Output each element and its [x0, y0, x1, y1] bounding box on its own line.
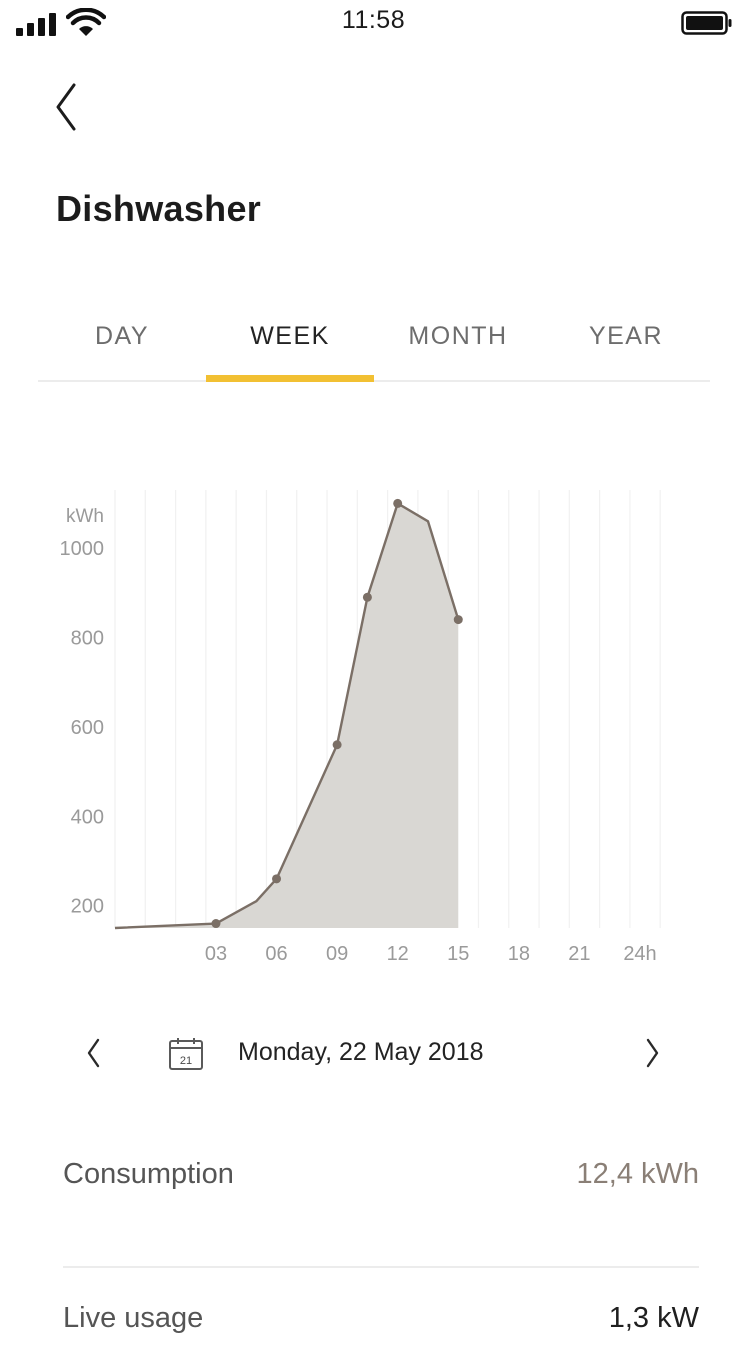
- x-tick-label: 09: [326, 943, 348, 965]
- tab-year[interactable]: YEAR: [588, 322, 664, 350]
- chart-point: [453, 615, 463, 625]
- signal-strength-icon: [16, 12, 60, 36]
- x-tick-label: 12: [387, 943, 409, 965]
- tab-month[interactable]: MONTH: [408, 322, 508, 350]
- selected-date-label[interactable]: Monday, 22 May 2018: [238, 1038, 484, 1066]
- chart-point: [362, 592, 372, 602]
- back-button[interactable]: [46, 78, 86, 136]
- status-time: 11:58: [341, 6, 406, 34]
- chart-markers: [211, 498, 463, 929]
- divider: [63, 1266, 699, 1268]
- y-axis-ticks: 200 400 600 800 1000: [60, 538, 105, 918]
- chevron-right-icon: [646, 1038, 659, 1068]
- chart-area: [115, 503, 459, 928]
- x-axis-ticks: 03 06 09 12 15 18 21 24h: [205, 943, 657, 965]
- period-tabs: DAY WEEK MONTH YEAR: [38, 296, 710, 382]
- x-tick-label: 18: [508, 943, 530, 965]
- consumption-chart: kWh 200 400 600 800 1000 03 06 09 12 15 18 21 24h: [60, 490, 661, 965]
- y-axis-unit-label: kWh: [66, 506, 104, 527]
- consumption-row: Consumption 12,4 kWh: [63, 1146, 699, 1206]
- live-usage-row: Live usage 1,3 kW: [63, 1290, 699, 1350]
- x-tick-label: 21: [568, 943, 590, 965]
- y-tick-label: 400: [71, 806, 104, 828]
- y-tick-label: 600: [71, 717, 104, 739]
- battery-icon: [681, 11, 732, 35]
- previous-date-button[interactable]: [72, 1026, 116, 1080]
- calendar-day-number: 21: [180, 1055, 192, 1067]
- next-date-button[interactable]: [630, 1026, 674, 1080]
- tab-week[interactable]: WEEK: [250, 322, 330, 350]
- chart-point: [272, 874, 282, 884]
- live-usage-label: Live usage: [63, 1302, 204, 1334]
- chart-point: [393, 498, 403, 508]
- chevron-left-icon: [56, 83, 76, 131]
- tab-day[interactable]: DAY: [94, 322, 150, 350]
- active-tab-indicator: [206, 375, 374, 382]
- consumption-value: 12,4 kWh: [576, 1158, 700, 1190]
- page-title: Dishwasher: [56, 188, 262, 229]
- x-tick-label: 03: [205, 943, 227, 965]
- chart-point: [211, 919, 221, 929]
- x-tick-label: 06: [265, 943, 287, 965]
- calendar-icon[interactable]: 21: [168, 1037, 204, 1071]
- chevron-left-icon: [87, 1038, 100, 1068]
- wifi-icon: [66, 8, 106, 36]
- y-tick-label: 200: [71, 896, 104, 918]
- date-navigator: 21 Monday, 22 May 2018: [0, 1018, 747, 1088]
- y-tick-label: 800: [71, 627, 104, 649]
- consumption-label: Consumption: [63, 1158, 234, 1190]
- y-tick-label: 1000: [60, 538, 105, 560]
- chart-point: [332, 740, 342, 750]
- x-tick-label: 15: [447, 943, 469, 965]
- live-usage-value: 1,3 kW: [608, 1302, 699, 1334]
- status-bar: 11:58: [0, 0, 747, 46]
- x-tick-label: 24h: [623, 943, 656, 965]
